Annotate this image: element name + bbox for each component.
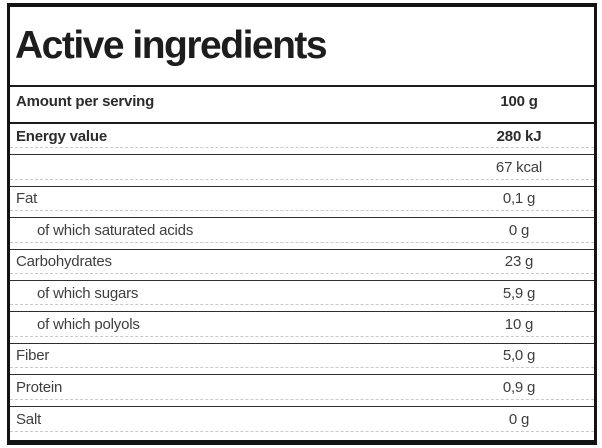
table-row: of which polyols 10 g: [10, 312, 594, 344]
table-row: Energy value 280 kJ: [10, 124, 594, 156]
ingredients-panel: Active ingredients Amount per serving 10…: [7, 3, 597, 445]
table-row: of which sugars 5,9 g: [10, 281, 594, 313]
title-block: Active ingredients: [10, 7, 594, 87]
row-value: 23 g: [504, 253, 534, 271]
row-label: Carbohydrates: [16, 253, 112, 271]
row-label: Energy value: [16, 127, 107, 145]
table-row: Carbohydrates 23 g: [10, 250, 594, 281]
row-value: 10 g: [504, 316, 534, 334]
table-row: Fiber 5,0 g: [10, 344, 594, 376]
nutrition-table: Amount per serving 100 g Energy value 28…: [10, 87, 594, 438]
row-value: 0 g: [508, 221, 530, 239]
row-label: Amount per serving: [16, 93, 155, 110]
row-label: Protein: [16, 378, 63, 396]
row-label: of which polyols: [37, 316, 140, 334]
row-value: 0 g: [508, 410, 530, 428]
table-row: Fat 0,1 g: [10, 187, 594, 219]
row-label: of which sugars: [37, 284, 139, 302]
row-label: Fat: [16, 190, 38, 208]
row-value: 5,0 g: [502, 347, 536, 365]
row-value: 0,9 g: [502, 378, 536, 396]
row-label: Fiber: [16, 347, 50, 365]
page-title: Active ingredients: [15, 24, 328, 67]
row-value: 100 g: [500, 93, 538, 110]
table-row: of which saturated acids 0 g: [10, 218, 594, 250]
row-value: 67 kcal: [495, 159, 543, 177]
row-label: Salt: [16, 410, 42, 428]
row-value: 5,9 g: [502, 284, 536, 302]
table-row: 67 kcal: [10, 155, 594, 187]
row-value: 0,1 g: [502, 190, 536, 208]
table-row: Amount per serving 100 g: [10, 87, 594, 124]
table-row: Salt 0 g: [10, 407, 594, 438]
row-value: 280 kJ: [496, 127, 542, 145]
table-row: Protein 0,9 g: [10, 375, 594, 407]
row-label: of which saturated acids: [37, 221, 194, 239]
